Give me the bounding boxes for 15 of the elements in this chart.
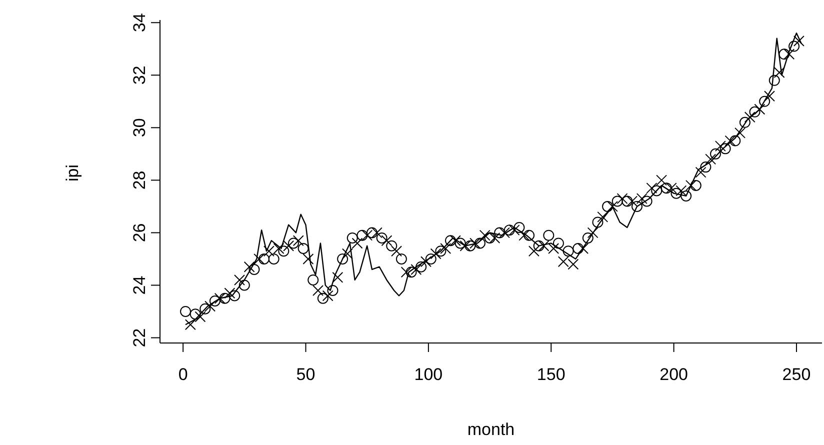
y-tick-label: 26: [130, 223, 149, 242]
y-tick-label: 34: [130, 13, 149, 32]
x-tick-label: 50: [296, 365, 316, 384]
x-tick-label: 150: [536, 365, 566, 384]
y-tick-label: 24: [130, 276, 149, 295]
x-tick-label: 200: [660, 365, 688, 384]
y-axis-title: ipi: [63, 164, 82, 182]
y-tick-label: 30: [130, 118, 149, 138]
x-tick-label: 0: [178, 365, 188, 384]
y-tick-label: 32: [130, 66, 149, 85]
y-tick-label: 28: [130, 170, 149, 190]
y-tick-label: 22: [130, 328, 149, 348]
x-tick-label: 100: [414, 365, 443, 384]
x-axis-title: month: [467, 420, 515, 439]
x-tick-label: 250: [782, 365, 811, 384]
